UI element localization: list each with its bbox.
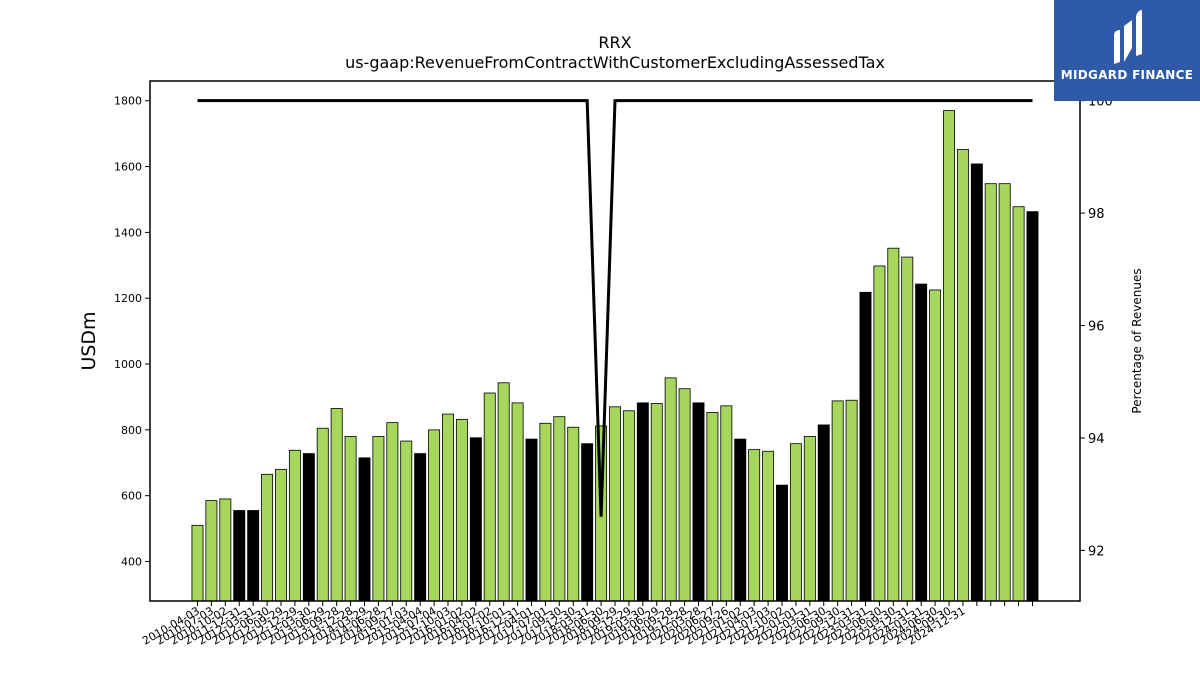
logo-text: MIDGARD FINANCE bbox=[1060, 68, 1194, 82]
bar bbox=[776, 484, 788, 602]
bar bbox=[622, 410, 635, 602]
bar bbox=[483, 392, 496, 602]
bar bbox=[901, 256, 914, 602]
bar bbox=[247, 510, 260, 602]
bar bbox=[288, 449, 301, 602]
bar bbox=[581, 443, 594, 602]
y2-tick-label: 94 bbox=[1088, 432, 1105, 447]
bar bbox=[414, 453, 427, 602]
bar bbox=[887, 247, 900, 602]
bar bbox=[455, 418, 468, 602]
y2-tick-label: 98 bbox=[1088, 207, 1105, 222]
y2-tick-label: 96 bbox=[1088, 320, 1105, 335]
bar bbox=[344, 436, 357, 602]
bar bbox=[525, 438, 538, 602]
y-tick-label: 1000 bbox=[114, 358, 142, 371]
bar bbox=[734, 438, 747, 602]
bar bbox=[762, 450, 775, 602]
bar bbox=[650, 403, 663, 602]
bar bbox=[664, 377, 677, 602]
chart-title: RRX bbox=[598, 33, 631, 52]
bar bbox=[330, 408, 343, 602]
bar bbox=[442, 413, 454, 602]
bar bbox=[720, 405, 733, 602]
bar bbox=[915, 283, 928, 602]
bar bbox=[358, 457, 371, 602]
y2-axis-label: Percentage of Revenues bbox=[1130, 268, 1144, 413]
midgard-finance-logo: MIDGARD FINANCE bbox=[1054, 0, 1200, 101]
bar bbox=[302, 453, 315, 602]
bar bbox=[831, 400, 844, 602]
chart-subtitle: us-gaap:RevenueFromContractWithCustomerE… bbox=[345, 53, 885, 72]
bar bbox=[275, 468, 287, 602]
bar bbox=[219, 498, 232, 602]
y-tick-label: 1600 bbox=[114, 161, 142, 174]
midgard-mark-icon bbox=[1114, 10, 1142, 64]
bar bbox=[873, 265, 886, 602]
y-tick-label: 1800 bbox=[114, 95, 142, 108]
y-tick-label: 400 bbox=[121, 556, 142, 569]
bar bbox=[1026, 211, 1039, 602]
y2-tick-label: 92 bbox=[1088, 544, 1105, 559]
bar bbox=[261, 473, 274, 602]
bar bbox=[859, 291, 872, 602]
bar bbox=[929, 289, 942, 602]
y-tick-label: 1400 bbox=[114, 226, 142, 239]
y-tick-label: 800 bbox=[121, 424, 142, 437]
bar bbox=[386, 422, 399, 602]
bar bbox=[803, 436, 816, 602]
bar bbox=[845, 399, 858, 602]
bar bbox=[191, 524, 204, 602]
bar bbox=[553, 416, 566, 602]
x-axis: 2010-04-032010-07-032010-10-022011-12-31… bbox=[140, 601, 1033, 648]
bar bbox=[956, 149, 969, 602]
bar bbox=[316, 427, 329, 602]
bar bbox=[511, 402, 524, 602]
bar bbox=[748, 449, 761, 602]
bar bbox=[1012, 206, 1025, 602]
bar bbox=[789, 443, 802, 602]
y-tick-label: 600 bbox=[121, 490, 142, 503]
bar bbox=[692, 402, 705, 602]
bar bbox=[636, 402, 649, 602]
bars-group bbox=[191, 110, 1039, 602]
bar bbox=[233, 510, 246, 602]
bar bbox=[205, 500, 218, 602]
percentage-line bbox=[197, 99, 1033, 517]
bar bbox=[469, 437, 482, 602]
bar bbox=[970, 163, 983, 602]
bar bbox=[817, 424, 830, 602]
bar bbox=[678, 388, 691, 602]
y-axis-left: 400 600 800 1000 1200 1400 1600 1800 bbox=[114, 95, 150, 569]
bar bbox=[609, 406, 621, 602]
bar bbox=[539, 422, 552, 602]
bar bbox=[400, 440, 413, 602]
percentage-line-group bbox=[197, 99, 1033, 517]
bar bbox=[372, 436, 385, 602]
bar bbox=[497, 382, 510, 602]
y-axis-label: USDm bbox=[78, 311, 100, 370]
bar bbox=[943, 110, 955, 602]
bar bbox=[567, 426, 580, 602]
bar bbox=[998, 183, 1011, 602]
y-tick-label: 1200 bbox=[114, 292, 142, 305]
bar bbox=[428, 429, 441, 602]
bar bbox=[706, 412, 719, 602]
bar bbox=[984, 183, 997, 602]
